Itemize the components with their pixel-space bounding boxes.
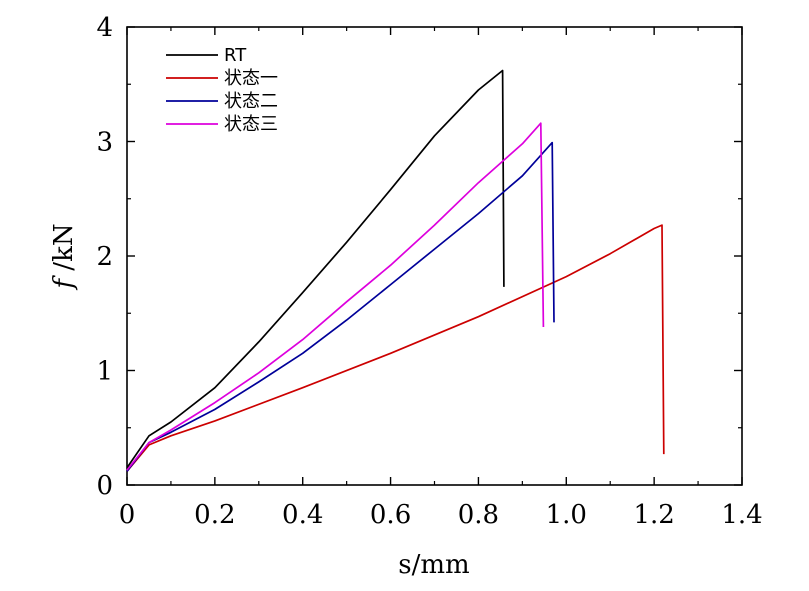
legend-label-3: 状态二 xyxy=(224,91,278,112)
x-tick-label: 0.4 xyxy=(282,500,323,530)
series-line-3 xyxy=(126,141,555,472)
x-axis-title: s/mm xyxy=(398,550,469,580)
axis-ticks xyxy=(126,26,743,486)
series-line-4 xyxy=(126,122,545,471)
plot-frame xyxy=(126,26,743,486)
x-tick-label: 0.6 xyxy=(370,500,411,530)
legend-label-1: RT xyxy=(224,45,247,66)
legend-label-4: 状态三 xyxy=(224,114,278,135)
x-tick-label: 1.2 xyxy=(633,500,674,530)
y-tick-label: 4 xyxy=(96,13,113,43)
y-tick-label: 1 xyxy=(96,357,113,387)
series-line-2 xyxy=(126,224,665,472)
series-line-1 xyxy=(126,69,505,469)
legend-label-2: 状态一 xyxy=(224,68,278,89)
series-lines xyxy=(126,69,665,472)
x-tick-label: 0.8 xyxy=(458,500,499,530)
y-axis-title-unit: /kN xyxy=(49,223,79,279)
x-tick-label: 0 xyxy=(119,500,136,530)
x-tick-label: 1.4 xyxy=(721,500,762,530)
y-tick-label: 3 xyxy=(96,128,113,158)
y-tick-label: 0 xyxy=(96,471,113,501)
tick-labels: 0 0.2 0.4 0.6 0.8 1.0 1.2 1.4 0 1 2 3 4 xyxy=(96,13,762,530)
y-tick-label: 2 xyxy=(96,242,113,272)
x-tick-label: 1.0 xyxy=(546,500,587,530)
y-axis-title: f /kN xyxy=(49,223,79,290)
x-tick-label: 0.2 xyxy=(194,500,235,530)
